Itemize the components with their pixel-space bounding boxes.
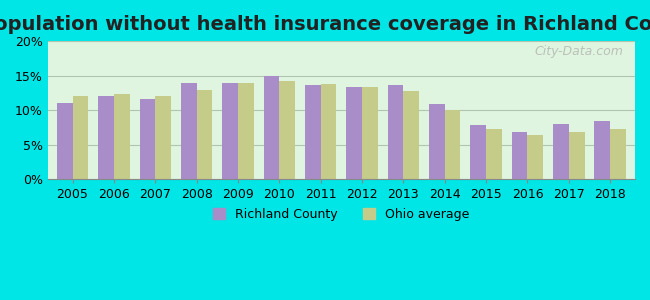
Bar [73,97,88,179]
Bar [155,97,171,179]
Bar [569,132,584,179]
Bar [486,129,502,179]
Bar [320,84,337,179]
Bar [181,82,196,179]
Bar [98,97,114,179]
Bar [404,91,419,179]
Bar [238,83,254,179]
Bar [305,85,320,179]
Bar [387,85,404,179]
Bar [527,134,543,179]
Bar [429,104,445,179]
Bar [222,82,238,179]
Title: Population without health insurance coverage in Richland County: Population without health insurance cove… [0,15,650,34]
Bar [140,98,155,179]
Bar [610,129,626,179]
Bar [280,80,295,179]
Bar [553,124,569,179]
Bar [114,94,129,179]
Bar [362,87,378,179]
Bar [264,76,280,179]
Bar [595,121,610,179]
Bar [57,103,73,179]
Bar [196,89,213,179]
Bar [512,132,527,179]
Legend: Richland County, Ohio average: Richland County, Ohio average [208,203,475,226]
Text: City-Data.com: City-Data.com [534,45,623,58]
Bar [471,125,486,179]
Bar [445,110,460,179]
Bar [346,88,362,179]
